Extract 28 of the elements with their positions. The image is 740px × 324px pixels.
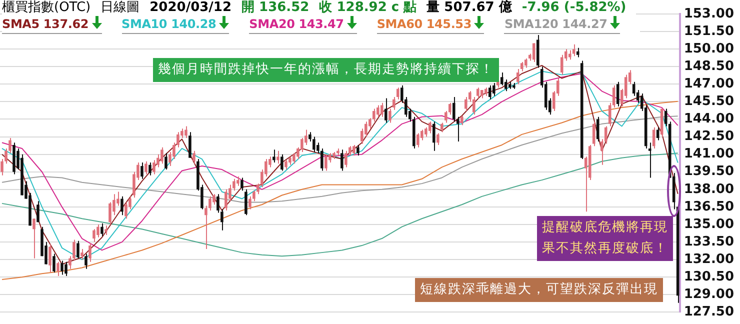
y-tick-label: 144.00 [684, 112, 734, 127]
y-tick-label: 141.00 [684, 146, 734, 162]
y-tick-label: 127.50 [684, 304, 734, 320]
y-tick-label: 148.50 [684, 59, 734, 74]
annotation: 提醒破底危機將再現 [537, 216, 673, 240]
y-tick-label: 139.50 [684, 164, 734, 180]
annotation: 短線跌深乖離過大，可望跌深反彈出現 [415, 278, 663, 302]
y-tick-label: 132.00 [684, 252, 734, 267]
annotation: 果不其然再度破底！ [537, 237, 673, 261]
text: SMA120 144.27 [504, 17, 608, 31]
y-tick-label: 151.50 [684, 24, 734, 39]
y-tick-label: 138.00 [684, 182, 734, 197]
y-tick-label: 145.50 [684, 94, 734, 110]
chart-title: 櫃買指數(OTC) 日線圖 2020/03/12 開 136.52 收 128.92 c 點 量 507.67 億 -7.96 (-5.82%) [2, 0, 626, 15]
text: SMA10 140.28 [122, 17, 216, 31]
y-tick-label: 129.00 [684, 287, 734, 302]
y-tick-label: 136.50 [684, 199, 734, 214]
y-tick-label: 142.50 [684, 129, 734, 144]
text: SMA60 145.53 [376, 17, 472, 31]
annotation: 幾個月時間跌掉快一年的漲幅，長期走勢將持續下探！ [153, 58, 499, 82]
y-tick-label: 153.00 [684, 6, 734, 22]
text: SMA20 143.47 [249, 17, 344, 31]
text: SMA5 137.62 [2, 17, 89, 31]
y-tick-label: 147.00 [684, 76, 734, 92]
y-tick-label: 135.00 [684, 216, 734, 232]
y-tick-label: 150.00 [684, 41, 734, 56]
y-tick-label: 133.50 [684, 234, 734, 250]
y-tick-label: 130.50 [684, 269, 734, 284]
